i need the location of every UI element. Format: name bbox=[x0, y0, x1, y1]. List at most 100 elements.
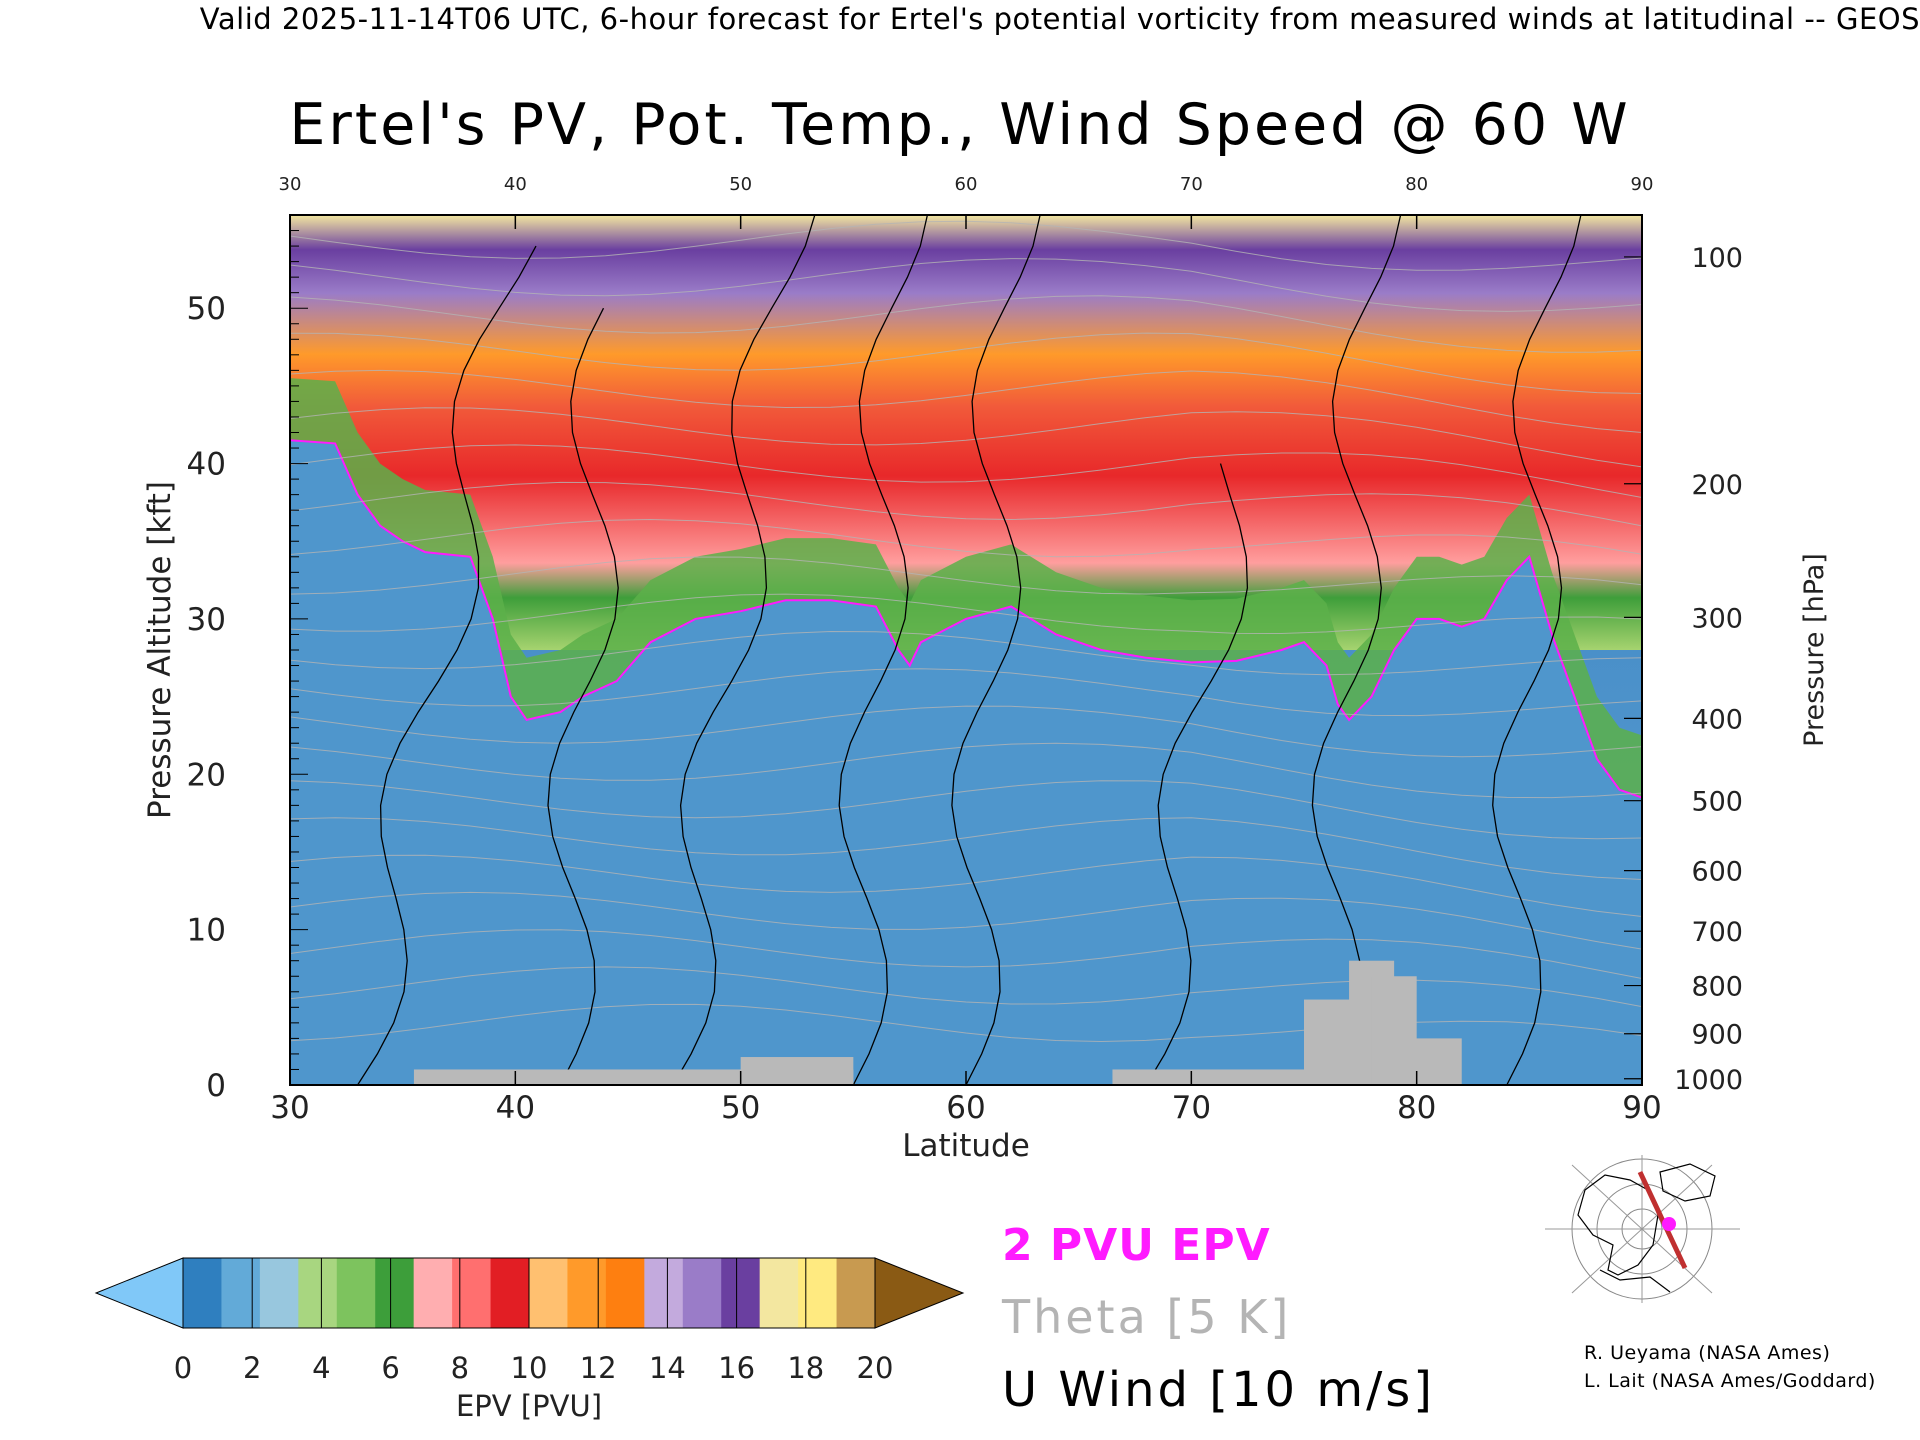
theta-contour bbox=[290, 295, 1642, 353]
u-wind-contour bbox=[547, 307, 619, 1085]
colorbar-tick-label: 14 bbox=[649, 1351, 686, 1385]
x-tick-label-top: 40 bbox=[504, 174, 527, 195]
theta-contour bbox=[290, 742, 1642, 799]
pressure-tick-label: 1000 bbox=[1674, 1065, 1743, 1096]
theta-contour bbox=[290, 705, 1642, 758]
colorbar-tick-label: 4 bbox=[312, 1351, 330, 1385]
theta-contour bbox=[290, 593, 1642, 635]
x-tick-label-top: 60 bbox=[955, 174, 978, 195]
u-wind-contour bbox=[838, 215, 929, 1085]
colorbar-tick-label: 10 bbox=[511, 1351, 548, 1385]
x-tick-label: 40 bbox=[496, 1090, 535, 1126]
y-tick-label: 40 bbox=[187, 447, 226, 483]
colorbar-segment bbox=[644, 1258, 684, 1328]
colorbar-segment bbox=[452, 1258, 492, 1328]
theta-contour bbox=[290, 891, 1642, 950]
y-axis-label: Pressure Altitude [kft] bbox=[142, 481, 178, 819]
colorbar-tick-label: 6 bbox=[381, 1351, 399, 1385]
location-map-inset bbox=[1544, 1154, 1741, 1304]
theta-contour bbox=[290, 630, 1642, 676]
y2-axis-label: Pressure [hPa] bbox=[1799, 553, 1830, 747]
pressure-tick-label: 800 bbox=[1691, 972, 1743, 1003]
legend-u-wind: U Wind [10 m/s] bbox=[1002, 1362, 1436, 1418]
x-tick-label-top: 90 bbox=[1631, 174, 1654, 195]
forecast-banner: Valid 2025-11-14T06 UTC, 6-hour forecast… bbox=[199, 2, 1920, 36]
x-tick-label-top: 30 bbox=[279, 174, 302, 195]
colorbar-segment bbox=[375, 1258, 415, 1328]
pressure-tick-label: 400 bbox=[1691, 704, 1743, 735]
contour-2pvu bbox=[290, 439, 1642, 799]
pressure-tick-label: 500 bbox=[1691, 787, 1743, 818]
colorbar-tick-label: 12 bbox=[580, 1351, 617, 1385]
u-wind-contour bbox=[672, 215, 816, 1085]
theta-contour bbox=[290, 929, 1642, 979]
y-tick-label: 10 bbox=[187, 913, 226, 949]
terrain-block bbox=[1394, 1038, 1462, 1085]
colorbar-segment bbox=[567, 1258, 607, 1328]
colorbar-tick-label: 20 bbox=[857, 1351, 894, 1385]
chart-title: Ertel's PV, Pot. Temp., Wind Speed @ 60 … bbox=[289, 92, 1631, 158]
credit-line-2: L. Lait (NASA Ames/Goddard) bbox=[1584, 1370, 1876, 1392]
u-wind-contour bbox=[951, 215, 1041, 1085]
colorbar-segment bbox=[490, 1258, 530, 1328]
theta-contour bbox=[290, 407, 1642, 468]
colorbar-label: EPV [PVU] bbox=[456, 1389, 602, 1423]
theta-contour bbox=[290, 444, 1642, 498]
colorbar-segment bbox=[529, 1258, 568, 1328]
colorbar-segment bbox=[721, 1258, 761, 1328]
legend-2pvu-epv: 2 PVU EPV bbox=[1002, 1220, 1271, 1271]
theta-contour bbox=[290, 518, 1642, 558]
pressure-tick-label: 600 bbox=[1691, 857, 1743, 888]
pressure-tick-label: 100 bbox=[1691, 243, 1743, 274]
y-tick-label: 50 bbox=[187, 291, 226, 327]
theta-contour bbox=[290, 481, 1642, 527]
x-axis-label: Latitude bbox=[902, 1128, 1030, 1164]
colorbar-over-arrow bbox=[874, 1257, 965, 1329]
theta-contour bbox=[290, 258, 1642, 312]
colorbar-tick-label: 2 bbox=[243, 1351, 261, 1385]
u-wind-contour bbox=[357, 245, 537, 1085]
colorbar-segment bbox=[759, 1258, 799, 1328]
colorbar-segment bbox=[682, 1258, 722, 1328]
x-tick-label: 30 bbox=[270, 1090, 309, 1126]
pressure-tick-label: 300 bbox=[1691, 603, 1743, 634]
theta-contour bbox=[290, 369, 1642, 433]
theta-contour bbox=[290, 556, 1642, 595]
terrain-block bbox=[740, 1057, 854, 1085]
legend-theta: Theta [5 K] bbox=[1002, 1290, 1292, 1344]
y-tick-label: 0 bbox=[206, 1068, 226, 1104]
x-tick-label-top: 80 bbox=[1405, 174, 1428, 195]
x-tick-label: 80 bbox=[1397, 1090, 1436, 1126]
x-tick-label: 90 bbox=[1622, 1090, 1661, 1126]
x-tick-label-top: 50 bbox=[729, 174, 752, 195]
colorbar-segment bbox=[259, 1258, 299, 1328]
theta-contour bbox=[290, 1003, 1642, 1043]
y-tick-label: 30 bbox=[187, 602, 226, 638]
pressure-tick-label: 700 bbox=[1691, 917, 1743, 948]
x-tick-label: 70 bbox=[1172, 1090, 1211, 1126]
x-tick-label-top: 70 bbox=[1180, 174, 1203, 195]
colorbar-segment bbox=[221, 1258, 261, 1328]
terrain-block bbox=[1112, 1069, 1304, 1085]
colorbar-tick-label: 18 bbox=[787, 1351, 824, 1385]
theta-contour bbox=[290, 668, 1642, 717]
y-tick-label: 20 bbox=[187, 757, 226, 793]
theta-contour bbox=[290, 817, 1642, 880]
colorbar-tick-label: 0 bbox=[174, 1351, 192, 1385]
colorbar-segment bbox=[336, 1258, 376, 1328]
colorbar-segment bbox=[798, 1258, 838, 1328]
x-tick-label: 50 bbox=[721, 1090, 760, 1126]
location-marker bbox=[1662, 1217, 1676, 1231]
theta-contour bbox=[290, 332, 1642, 394]
u-wind-contour bbox=[1311, 215, 1402, 1085]
colorbar-under-arrow bbox=[94, 1257, 184, 1329]
troposphere-region bbox=[290, 440, 1642, 1085]
theta-contour bbox=[290, 854, 1642, 917]
credit-line-1: R. Ueyama (NASA Ames) bbox=[1584, 1342, 1831, 1364]
colorbar-segment bbox=[298, 1258, 338, 1328]
pressure-tick-label: 900 bbox=[1691, 1020, 1743, 1051]
colorbar-segment bbox=[413, 1258, 453, 1328]
colorbar-tick-label: 8 bbox=[451, 1351, 469, 1385]
colorbar-tick-label: 16 bbox=[718, 1351, 755, 1385]
